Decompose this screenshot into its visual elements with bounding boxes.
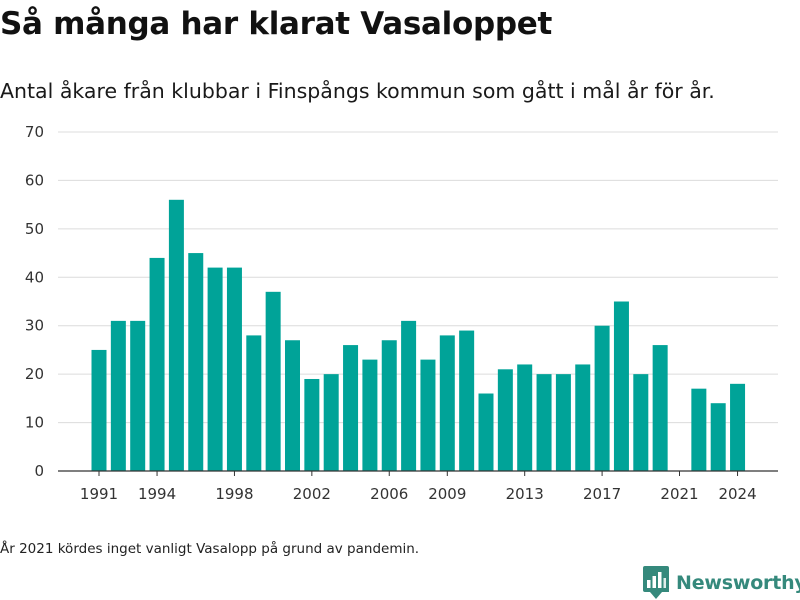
bar-2020 [652, 345, 668, 471]
y-tick-label: 40 [25, 268, 44, 286]
x-tick-label: 2002 [293, 485, 331, 503]
bar-2002 [304, 378, 320, 471]
bar-2014 [536, 374, 552, 471]
bar-2019 [633, 374, 649, 471]
y-tick-label: 10 [25, 414, 44, 432]
bar-2005 [362, 359, 378, 471]
chart-title: Så många har klarat Vasaloppet [0, 6, 553, 42]
bar-1998 [226, 267, 242, 471]
bar-2022 [691, 388, 707, 471]
bar-1999 [246, 335, 262, 471]
bar-1992 [110, 320, 126, 471]
bar-1995 [168, 199, 184, 472]
bar-1997 [207, 267, 223, 471]
x-tick-label: 2021 [660, 485, 698, 503]
bar-2017 [594, 325, 610, 471]
bar-2015 [555, 374, 571, 471]
axes: 0 10 20 30 40 50 60 70 1991 1994 1998 2002 2006 2009 2… [25, 123, 778, 503]
bar-2007 [401, 320, 417, 471]
y-tick-label: 0 [34, 462, 44, 480]
bar-2004 [343, 345, 359, 471]
x-tick-label: 1998 [215, 485, 253, 503]
x-tick-label: 1991 [80, 485, 118, 503]
bar-1993 [130, 320, 146, 471]
bar-2011 [478, 393, 494, 471]
brand-name: Newsworthy [676, 572, 800, 594]
bar-2018 [613, 301, 629, 471]
x-tick-label: 1994 [138, 485, 176, 503]
gridlines [58, 131, 778, 424]
bar-2010 [459, 330, 475, 471]
bar-1994 [149, 257, 165, 471]
bar-2008 [420, 359, 436, 471]
x-tick-label: 2017 [583, 485, 621, 503]
chart-subtitle: Antal åkare från klubbar i Finspångs kom… [0, 79, 715, 103]
newsworthy-logo-icon [643, 566, 669, 599]
bar-2001 [285, 340, 300, 471]
y-tick-label: 20 [25, 365, 44, 383]
y-tick-label: 30 [25, 317, 44, 335]
bar-2006 [381, 340, 397, 471]
bar-series [91, 199, 746, 472]
bar-1996 [188, 253, 204, 471]
footnote: År 2021 kördes inget vanligt Vasalopp på… [0, 541, 420, 557]
x-tick-label: 2013 [506, 485, 544, 503]
bar-2009 [439, 335, 455, 471]
y-tick-label: 70 [25, 123, 44, 141]
bar-2003 [323, 374, 339, 471]
bar-2000 [265, 291, 281, 471]
x-tick-label: 2006 [370, 485, 408, 503]
bar-2024 [730, 383, 746, 471]
brand-logo: Newsworthy [643, 566, 800, 600]
y-tick-label: 60 [25, 171, 44, 189]
y-tick-label: 50 [25, 220, 44, 238]
x-tick-label: 2024 [718, 485, 756, 503]
bar-2023 [710, 403, 726, 471]
bar-2016 [575, 364, 591, 471]
x-tick-label: 2009 [428, 485, 466, 503]
bar-2012 [497, 369, 513, 471]
bar-2013 [517, 364, 533, 471]
bar-1991 [91, 349, 107, 471]
